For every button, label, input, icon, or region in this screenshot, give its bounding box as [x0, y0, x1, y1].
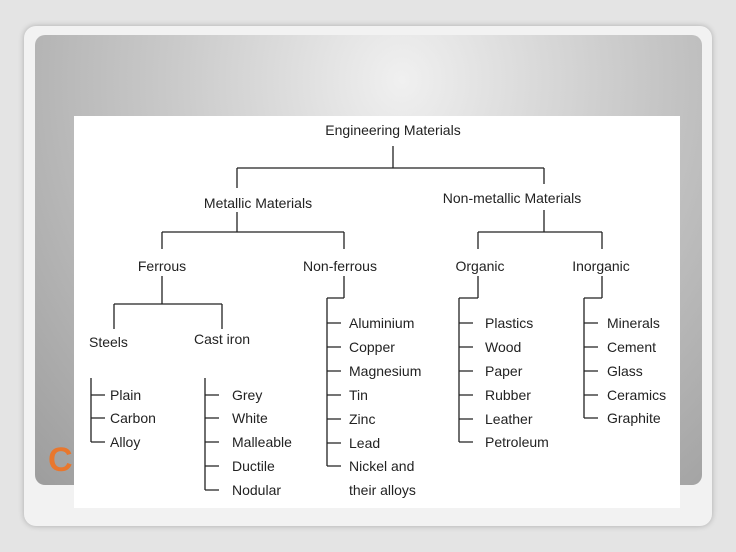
slide-title: C — [48, 441, 73, 479]
materials-tree-diagram: Engineering Materials Metallic Materials… — [74, 116, 680, 508]
list-item: Plain — [110, 387, 142, 403]
list-item: their alloys — [349, 482, 416, 498]
tree-connectors — [90, 146, 603, 491]
list-item: Lead — [349, 435, 381, 451]
list-item: Copper — [349, 339, 395, 355]
node-cast-iron: Cast iron — [194, 331, 251, 347]
list-item: Leather — [485, 411, 533, 427]
list-item: Paper — [485, 363, 523, 379]
list-item: Ductile — [232, 458, 275, 474]
list-item: Cement — [607, 339, 657, 355]
node-steels: Steels — [89, 334, 128, 350]
list-item: Alloy — [110, 434, 141, 450]
list-item: Carbon — [110, 410, 156, 426]
list-item: Tin — [349, 387, 368, 403]
list-item: Ceramics — [607, 387, 667, 403]
node-non-metallic: Non-metallic Materials — [442, 190, 582, 206]
list-item: Grey — [232, 387, 263, 403]
node-ferrous: Ferrous — [137, 258, 187, 274]
list-item: Rubber — [485, 387, 531, 403]
node-organic: Organic — [455, 258, 505, 274]
list-item: Plastics — [485, 315, 534, 331]
list-item: Minerals — [607, 315, 660, 331]
list-item: Glass — [607, 363, 643, 379]
root-node: Engineering Materials — [325, 122, 461, 138]
node-inorganic: Inorganic — [572, 258, 630, 274]
list-item: Magnesium — [349, 363, 422, 379]
list-item: Malleable — [232, 434, 292, 450]
list-item: White — [232, 410, 268, 426]
list-item: Petroleum — [485, 434, 549, 450]
list-item: Graphite — [607, 410, 661, 426]
list-item: Aluminium — [349, 315, 415, 331]
node-metallic: Metallic Materials — [203, 195, 313, 211]
list-item: Zinc — [349, 411, 376, 427]
list-item: Wood — [485, 339, 522, 355]
node-non-ferrous: Non-ferrous — [303, 258, 377, 274]
list-item: Nodular — [232, 482, 282, 498]
list-item: Nickel and — [349, 458, 415, 474]
